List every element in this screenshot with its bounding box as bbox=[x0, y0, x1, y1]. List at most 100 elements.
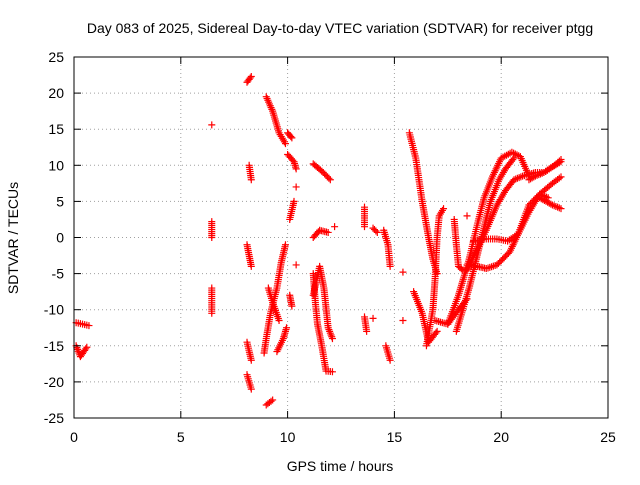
data-point bbox=[281, 140, 289, 148]
y-tick-label: -20 bbox=[44, 374, 64, 390]
data-point bbox=[510, 154, 518, 162]
x-tick-label: 15 bbox=[387, 429, 403, 445]
x-tick-label: 0 bbox=[70, 429, 78, 445]
data-point bbox=[267, 397, 275, 405]
data-point bbox=[399, 317, 407, 325]
data-point bbox=[260, 349, 268, 357]
data-point bbox=[555, 159, 563, 167]
data-point bbox=[324, 228, 332, 236]
x-tick-label: 5 bbox=[177, 429, 185, 445]
data-point bbox=[509, 156, 517, 164]
y-tick-label: 15 bbox=[48, 121, 64, 137]
data-point bbox=[247, 356, 255, 364]
x-tick-label: 10 bbox=[280, 429, 296, 445]
data-point bbox=[292, 183, 300, 191]
data-point bbox=[283, 324, 291, 332]
data-point bbox=[554, 203, 562, 211]
data-point bbox=[363, 327, 371, 335]
data-point bbox=[513, 174, 521, 182]
data-point bbox=[328, 335, 336, 343]
x-axis-title: GPS time / hours bbox=[287, 458, 394, 474]
data-point bbox=[552, 202, 560, 210]
data-point bbox=[288, 302, 296, 310]
data-point bbox=[557, 173, 565, 181]
chart-title: Day 083 of 2025, Sidereal Day-to-day VTE… bbox=[87, 20, 593, 36]
data-point bbox=[508, 148, 516, 156]
data-point bbox=[513, 151, 521, 159]
data-point bbox=[247, 262, 255, 270]
data-point bbox=[531, 172, 539, 180]
data-point bbox=[440, 205, 448, 213]
data-point bbox=[326, 176, 334, 184]
data-point bbox=[533, 171, 541, 179]
data-point bbox=[83, 343, 91, 351]
data-point bbox=[433, 327, 441, 335]
data-point bbox=[511, 150, 519, 158]
x-tick-label: 20 bbox=[493, 429, 509, 445]
data-point bbox=[510, 176, 518, 184]
data-point bbox=[432, 329, 440, 337]
y-tick-labels: -25 -20 -15 -10 -5 0 5 10 15 20 25 bbox=[44, 49, 64, 426]
data-point bbox=[372, 227, 380, 235]
data-points bbox=[72, 72, 565, 409]
data-point bbox=[386, 262, 394, 270]
data-point bbox=[331, 223, 339, 231]
data-point bbox=[548, 201, 556, 209]
y-tick-label: -25 bbox=[44, 410, 64, 426]
data-point bbox=[292, 261, 300, 269]
y-tick-label: -10 bbox=[44, 302, 64, 318]
data-point bbox=[325, 174, 333, 182]
data-point bbox=[386, 356, 394, 364]
y-tick-label: -15 bbox=[44, 338, 64, 354]
data-point bbox=[290, 197, 298, 205]
y-tick-label: 20 bbox=[48, 85, 64, 101]
x-tick-label: 25 bbox=[600, 429, 616, 445]
data-point bbox=[208, 234, 216, 241]
data-point bbox=[247, 385, 255, 393]
data-point bbox=[373, 228, 381, 236]
data-point bbox=[531, 195, 539, 203]
y-axis-title: SDTVAR / TECUs bbox=[5, 182, 21, 294]
data-point bbox=[247, 72, 255, 80]
data-point bbox=[557, 158, 565, 166]
axis-ticks bbox=[73, 56, 609, 419]
data-point bbox=[547, 200, 555, 208]
data-point bbox=[287, 133, 295, 141]
data-point bbox=[246, 74, 254, 82]
data-point bbox=[399, 268, 407, 276]
data-point bbox=[247, 176, 255, 184]
y-tick-label: 10 bbox=[48, 157, 64, 173]
data-point bbox=[360, 223, 368, 231]
data-point bbox=[275, 317, 283, 325]
grid-lines bbox=[74, 57, 608, 418]
data-point bbox=[369, 314, 377, 322]
x-tick-labels: 0 5 10 15 20 25 bbox=[70, 429, 616, 445]
data-point bbox=[328, 368, 336, 376]
data-point bbox=[555, 204, 563, 212]
data-point bbox=[550, 202, 558, 210]
data-point bbox=[530, 196, 538, 204]
data-point bbox=[82, 345, 90, 353]
data-point bbox=[288, 134, 296, 142]
data-point bbox=[525, 201, 533, 209]
data-point bbox=[535, 171, 543, 179]
y-tick-label: 25 bbox=[48, 49, 64, 65]
data-point bbox=[463, 212, 471, 220]
data-point bbox=[85, 322, 93, 330]
y-tick-label: 0 bbox=[56, 230, 64, 246]
data-point bbox=[528, 198, 536, 206]
data-point bbox=[526, 199, 534, 207]
data-point bbox=[517, 173, 525, 181]
data-point bbox=[530, 173, 538, 181]
data-point bbox=[208, 121, 216, 129]
data-point bbox=[292, 165, 300, 173]
y-tick-label: -5 bbox=[52, 266, 65, 282]
data-point bbox=[208, 309, 216, 317]
data-point bbox=[515, 174, 523, 182]
data-point bbox=[557, 205, 565, 213]
y-tick-label: 5 bbox=[56, 193, 64, 209]
data-point bbox=[512, 175, 520, 183]
data-point bbox=[555, 174, 563, 182]
